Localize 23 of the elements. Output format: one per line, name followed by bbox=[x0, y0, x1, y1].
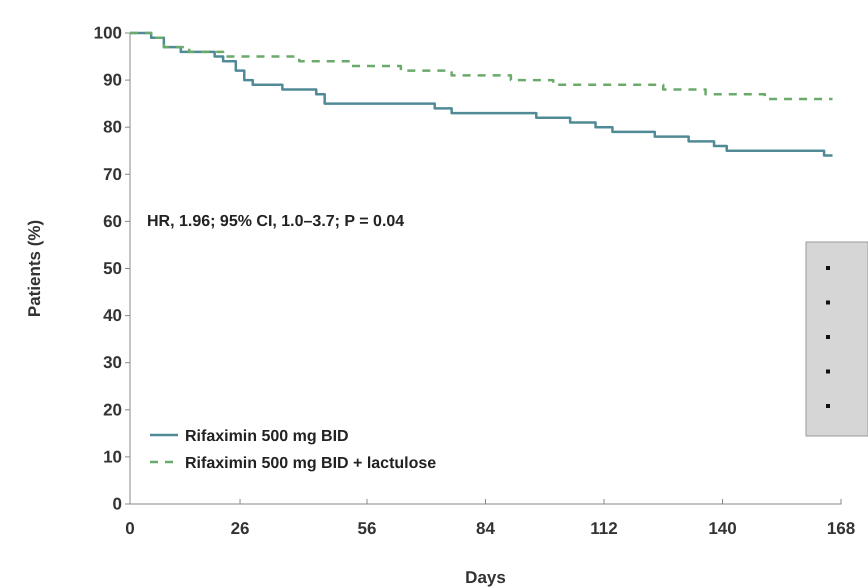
x-tick-label: 0 bbox=[125, 519, 135, 538]
y-axis-title: Patients (%) bbox=[25, 220, 44, 318]
y-tick-label: 70 bbox=[103, 164, 122, 184]
legend-label: Rifaximin 500 mg BID + lactulose bbox=[185, 455, 436, 472]
annotation: HR, 1.96; 95% CI, 1.0–3.7; P = 0.04 bbox=[147, 213, 404, 230]
y-tick-label: 20 bbox=[103, 400, 122, 420]
x-tick-label: 26 bbox=[230, 519, 250, 538]
x-tick-label: 112 bbox=[590, 519, 618, 538]
y-tick-label: 90 bbox=[103, 70, 122, 90]
x-tick-label: 140 bbox=[708, 519, 737, 538]
y-tick-label: 60 bbox=[103, 212, 122, 231]
y-tick-label: 50 bbox=[103, 258, 122, 278]
y-tick-label: 30 bbox=[103, 353, 122, 372]
legend-label: Rifaximin 500 mg BID bbox=[185, 428, 349, 445]
x-tick-label: 84 bbox=[476, 519, 496, 538]
y-tick-label: 40 bbox=[103, 306, 122, 326]
y-tick-label: 0 bbox=[112, 494, 122, 514]
y-tick-label: 100 bbox=[94, 23, 122, 42]
x-tick-label: 56 bbox=[358, 519, 376, 538]
y-tick-label: 10 bbox=[103, 447, 122, 466]
y-tick-label: 80 bbox=[103, 118, 122, 137]
x-axis-title: Days bbox=[465, 568, 506, 587]
x-tick-label: 168 bbox=[826, 519, 856, 538]
